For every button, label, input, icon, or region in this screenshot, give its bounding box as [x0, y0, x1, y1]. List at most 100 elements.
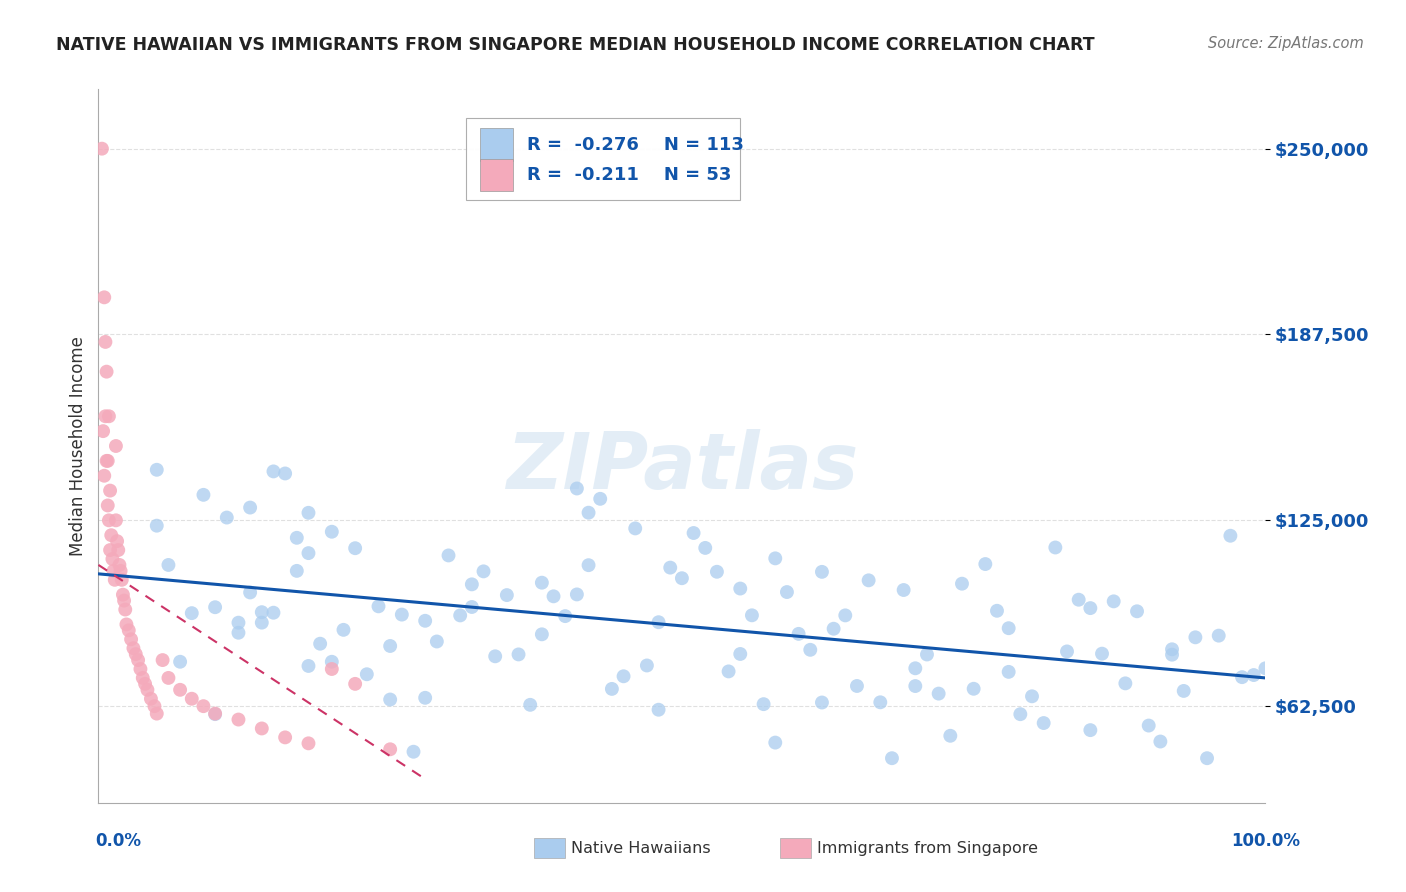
Point — [97, 499, 120, 513]
Text: 0.0%: 0.0% — [96, 832, 142, 850]
Point — [108, 558, 131, 572]
Text: Source: ZipAtlas.com: Source: ZipAtlas.com — [1208, 36, 1364, 51]
Point — [180, 691, 202, 706]
Point — [402, 745, 425, 759]
Point — [146, 706, 169, 721]
Point — [659, 560, 682, 574]
Point — [98, 543, 121, 558]
Point — [146, 518, 169, 533]
Point — [461, 577, 484, 591]
Point — [274, 731, 297, 745]
Point — [129, 662, 152, 676]
Text: NATIVE HAWAIIAN VS IMMIGRANTS FROM SINGAPORE MEDIAN HOUSEHOLD INCOME CORRELATION: NATIVE HAWAIIAN VS IMMIGRANTS FROM SINGA… — [56, 36, 1095, 54]
Point — [380, 692, 402, 706]
Point — [96, 365, 118, 379]
Point — [297, 736, 319, 750]
Point — [134, 677, 156, 691]
Point — [1184, 630, 1206, 644]
Point — [1219, 529, 1241, 543]
Point — [904, 679, 927, 693]
Point — [730, 582, 752, 596]
Point — [228, 713, 250, 727]
Point — [530, 575, 553, 590]
Point — [356, 667, 378, 681]
Point — [90, 142, 112, 156]
Text: R =  -0.276    N = 113: R = -0.276 N = 113 — [527, 136, 744, 153]
Point — [332, 623, 354, 637]
Point — [101, 552, 124, 566]
Point — [811, 565, 834, 579]
Point — [1056, 644, 1078, 658]
Point — [1208, 629, 1230, 643]
Point — [1080, 723, 1102, 738]
Point — [118, 624, 141, 638]
Point — [321, 655, 343, 669]
Point — [962, 681, 984, 696]
Point — [461, 599, 484, 614]
Text: R =  -0.211    N = 53: R = -0.211 N = 53 — [527, 166, 731, 184]
Point — [115, 617, 138, 632]
Point — [380, 742, 402, 756]
Point — [143, 699, 166, 714]
Point — [413, 690, 436, 705]
Point — [1195, 751, 1218, 765]
Point — [1067, 592, 1090, 607]
Point — [799, 642, 821, 657]
Point — [93, 290, 115, 304]
Point — [986, 604, 1008, 618]
Point — [228, 625, 250, 640]
Point — [297, 546, 319, 560]
Point — [96, 454, 118, 468]
Point — [111, 588, 134, 602]
Point — [344, 677, 367, 691]
Point — [974, 557, 997, 571]
Point — [321, 524, 343, 539]
Point — [250, 605, 273, 619]
Point — [695, 541, 717, 555]
Point — [169, 655, 191, 669]
Point — [204, 707, 226, 722]
Point — [508, 648, 530, 662]
FancyBboxPatch shape — [479, 128, 513, 161]
Point — [880, 751, 903, 765]
Point — [321, 662, 343, 676]
Point — [104, 573, 127, 587]
Point — [600, 681, 623, 696]
Point — [139, 691, 162, 706]
Point — [869, 695, 891, 709]
Point — [997, 665, 1019, 679]
Point — [589, 491, 612, 506]
Point — [1102, 594, 1125, 608]
Point — [904, 661, 927, 675]
Point — [578, 506, 600, 520]
Point — [239, 585, 262, 599]
Point — [132, 671, 155, 685]
Point — [110, 564, 132, 578]
Point — [136, 682, 159, 697]
Point — [413, 614, 436, 628]
Point — [94, 409, 117, 424]
Point — [93, 468, 115, 483]
Point — [472, 565, 495, 579]
Point — [763, 736, 786, 750]
Point — [647, 615, 669, 630]
Y-axis label: Median Household Income: Median Household Income — [69, 336, 87, 556]
Point — [730, 647, 752, 661]
Point — [484, 649, 506, 664]
Point — [215, 510, 238, 524]
Point — [1149, 734, 1171, 748]
Point — [180, 606, 202, 620]
Point — [787, 627, 810, 641]
Point — [104, 439, 127, 453]
Point — [297, 659, 319, 673]
Point — [111, 573, 134, 587]
Point — [706, 565, 728, 579]
Point — [437, 549, 460, 563]
Point — [193, 488, 215, 502]
Point — [100, 528, 122, 542]
Point — [449, 608, 471, 623]
Point — [204, 706, 226, 721]
Point — [613, 669, 636, 683]
Point — [239, 500, 262, 515]
Point — [98, 483, 121, 498]
